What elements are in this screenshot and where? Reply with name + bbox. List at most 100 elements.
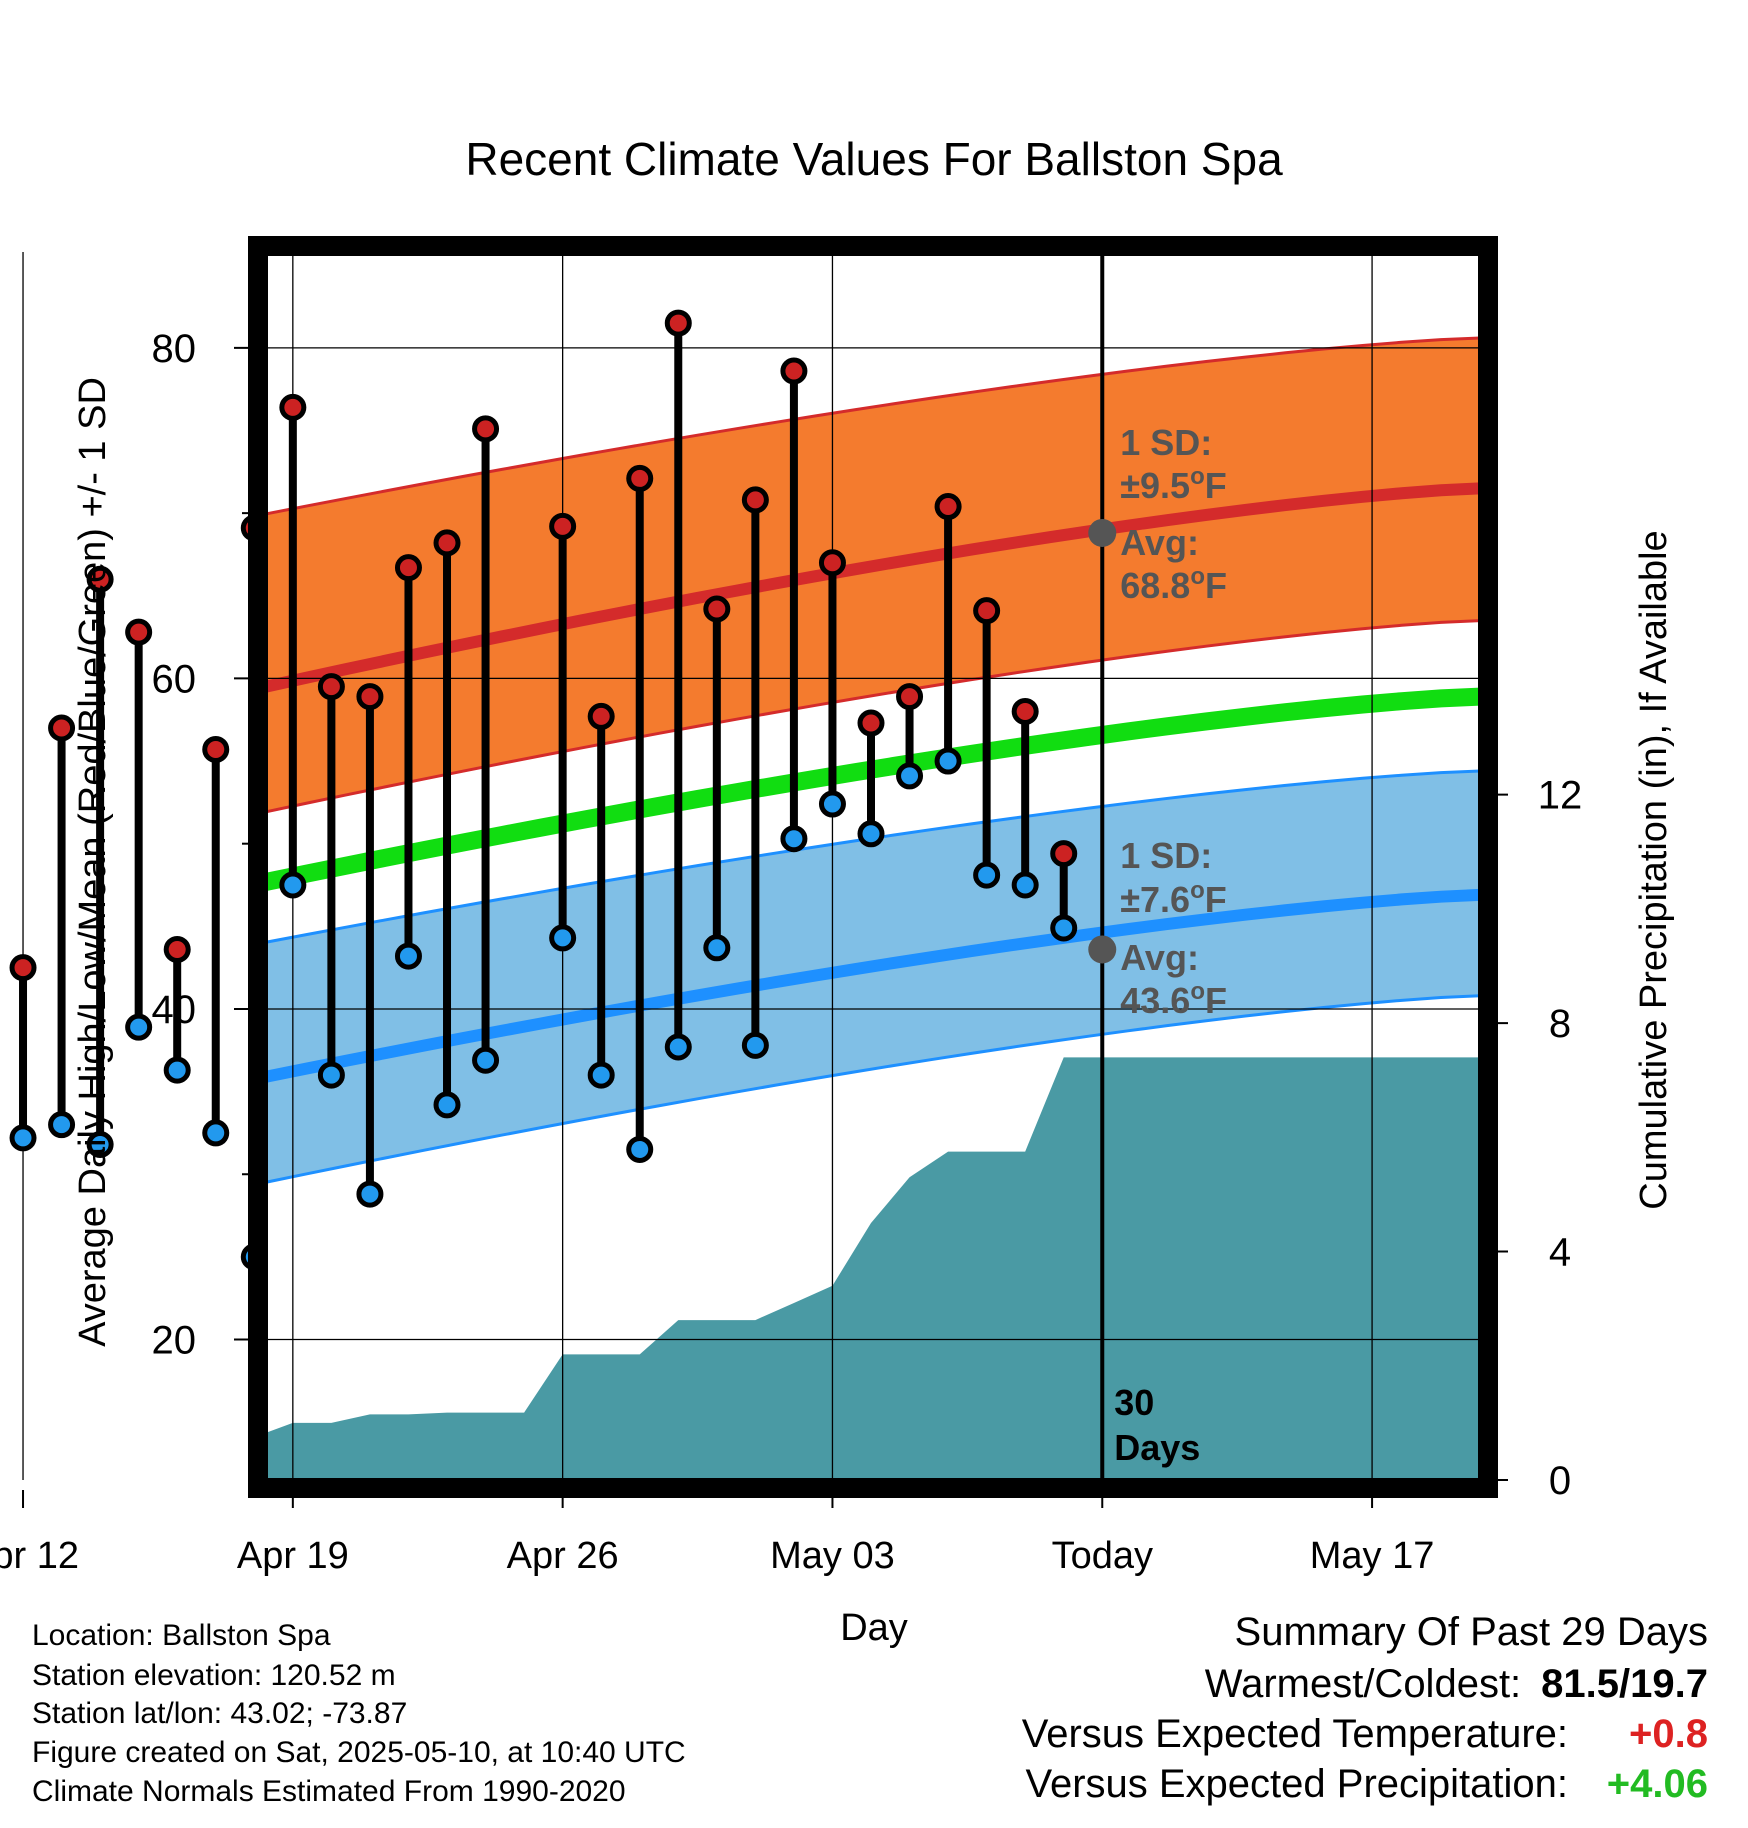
- daily-high-point: [973, 597, 1001, 625]
- footer-latlon: Station lat/lon: 43.02; -73.87: [32, 1697, 408, 1730]
- annotation-sd-value: ±9.5oF: [1120, 463, 1226, 506]
- daily-high-point: [818, 549, 846, 577]
- daily-high-point: [626, 464, 654, 492]
- low-sd-band-lower-edge: [262, 994, 1480, 1185]
- footer-normals: Climate Normals Estimated From 1990-2020: [32, 1775, 626, 1808]
- daily-high-point: [394, 554, 422, 582]
- daily-low-point: [472, 1046, 500, 1074]
- y-left-tick-label: 60: [152, 657, 197, 701]
- daily-low-point: [86, 1130, 114, 1158]
- daily-low-point: [125, 1013, 153, 1041]
- daily-low-point: [202, 1119, 230, 1147]
- summary-precip-value: +4.06: [1606, 1762, 1708, 1806]
- daily-high-point: [549, 512, 577, 540]
- annotation-avg-label: Avg:: [1120, 937, 1199, 978]
- daily-low-point: [934, 747, 962, 775]
- mean-normal-line: [262, 687, 1480, 892]
- daily-high-point: [587, 702, 615, 730]
- high-normal-line: [262, 482, 1480, 694]
- daily-high-point: [356, 683, 384, 711]
- daily-low-point: [394, 942, 422, 970]
- low-sd-band-upper-edge: [262, 769, 1480, 945]
- daily-low-point: [1011, 871, 1039, 899]
- daily-low-point: [1050, 914, 1078, 942]
- x-axis-label: Day: [840, 1607, 908, 1649]
- x-tick-label: May 03: [770, 1535, 895, 1577]
- high-sd-band-upper-edge: [262, 336, 1480, 517]
- low-normal-line: [262, 888, 1480, 1084]
- daily-high-point: [202, 735, 230, 763]
- summary-temp: Versus Expected Temperature: +0.8: [1022, 1712, 1708, 1757]
- daily-high-point: [125, 618, 153, 646]
- daily-low-point: [780, 825, 808, 853]
- daily-low-point: [818, 790, 846, 818]
- daily-high-point: [896, 683, 924, 711]
- daily-high-point: [934, 493, 962, 521]
- annotation-avg-label: Avg:: [1120, 522, 1199, 563]
- footer-location: Location: Ballston Spa: [32, 1619, 331, 1652]
- x-tick-label: Apr 12: [0, 1535, 79, 1577]
- y-left-tick-label: 20: [152, 1319, 197, 1363]
- annotation-avg-value: 68.8oF: [1120, 563, 1227, 606]
- y-right-tick-label: 4: [1549, 1231, 1571, 1275]
- precip-area-group: [262, 1057, 1480, 1480]
- y-axis-label-left: Average Daily High/Low/Mean (Red/Blue/Gr…: [72, 377, 114, 1347]
- daily-high-point: [664, 309, 692, 337]
- today-normal-marker: [1088, 518, 1117, 547]
- daily-high-point: [741, 486, 769, 514]
- precip-area: [262, 1057, 1480, 1480]
- summary-warm-cold: Warmest/Coldest: 81.5/19.7: [1205, 1662, 1708, 1707]
- y-axis-label-right: Cumulative Precipitation (in), If Availa…: [1633, 530, 1675, 1209]
- chart-title: Recent Climate Values For Ballston Spa: [465, 133, 1283, 185]
- summary-precip: Versus Expected Precipitation: +4.06: [1025, 1762, 1708, 1807]
- summary-title: Summary Of Past 29 Days: [1234, 1610, 1708, 1654]
- daily-low-point: [741, 1031, 769, 1059]
- daily-high-point: [317, 673, 345, 701]
- daily-high-point: [472, 415, 500, 443]
- daily-high-point: [780, 357, 808, 385]
- daily-high-point: [279, 393, 307, 421]
- x-tick-label: Apr 26: [507, 1535, 619, 1577]
- annotation-sd-label: 1 SD:: [1120, 835, 1212, 876]
- daily-low-point: [317, 1061, 345, 1089]
- daily-high-point: [86, 565, 114, 593]
- daily-low-point: [279, 871, 307, 899]
- footer-elevation: Station elevation: 120.52 m: [32, 1659, 396, 1692]
- daily-low-point: [356, 1180, 384, 1208]
- daily-high-point: [48, 714, 76, 742]
- daily-high-point: [9, 954, 37, 982]
- daily-high-point: [703, 595, 731, 623]
- days-count-label: Days: [1114, 1427, 1200, 1468]
- y-left-tick-label: 40: [152, 988, 197, 1032]
- annotation-sd-label: 1 SD:: [1120, 422, 1212, 463]
- today-normal-marker: [1088, 935, 1117, 964]
- high-sd-band-lower-edge: [262, 619, 1480, 815]
- daily-low-point: [163, 1056, 191, 1084]
- plot-frame: [248, 236, 1498, 1498]
- x-tick-label: May 17: [1310, 1535, 1435, 1577]
- daily-low-point: [973, 861, 1001, 889]
- daily-low-point: [896, 762, 924, 790]
- daily-low-point: [48, 1111, 76, 1139]
- daily-low-point: [703, 934, 731, 962]
- days-count-number: 30: [1114, 1382, 1154, 1423]
- y-left-tick-label: 80: [152, 327, 197, 371]
- y-right-tick-label: 12: [1538, 774, 1583, 818]
- daily-high-point: [163, 935, 191, 963]
- x-tick-label: Today: [1052, 1535, 1153, 1577]
- daily-low-point: [549, 924, 577, 952]
- y-right-tick-label: 0: [1549, 1459, 1571, 1503]
- daily-low-point: [857, 820, 885, 848]
- x-tick-label: Apr 19: [237, 1535, 349, 1577]
- daily-low-point: [587, 1061, 615, 1089]
- summary-precip-label: Versus Expected Precipitation:: [1025, 1762, 1568, 1806]
- low-sd-band: [262, 770, 1480, 1184]
- annotation-avg-value: 43.6oF: [1120, 978, 1227, 1021]
- annotation-sd-value: ±7.6oF: [1120, 877, 1226, 920]
- summary-temp-label: Versus Expected Temperature:: [1021, 1712, 1568, 1756]
- daily-high-point: [857, 709, 885, 737]
- daily-low-point: [664, 1033, 692, 1061]
- footer-created: Figure created on Sat, 2025-05-10, at 10…: [32, 1736, 686, 1769]
